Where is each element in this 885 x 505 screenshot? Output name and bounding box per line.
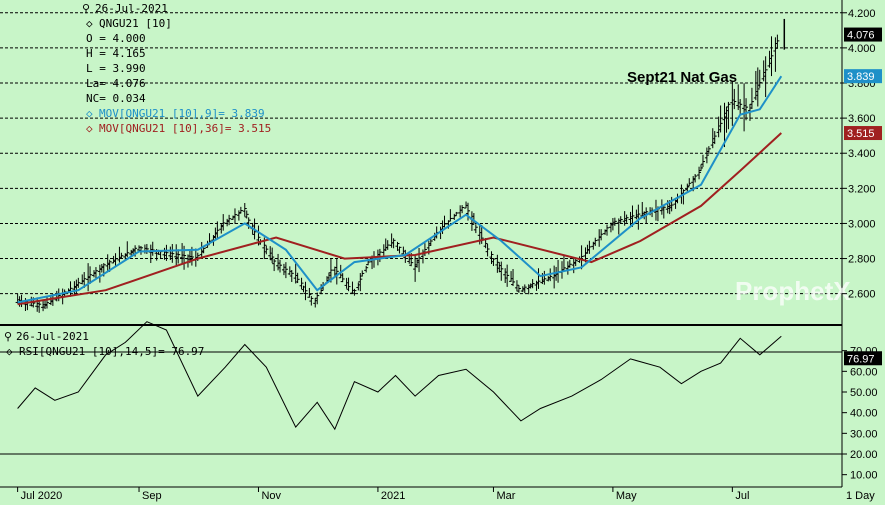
time-tick-label: 2021	[381, 490, 405, 502]
time-tick-label: Sep	[142, 490, 162, 502]
price-flag	[844, 69, 882, 84]
rsi-flag	[844, 351, 882, 366]
price-flag	[844, 27, 882, 42]
time-tick-label: May	[616, 490, 637, 502]
diamond-icon: ◇	[86, 17, 93, 30]
rsi-tick-label: 60.00	[850, 366, 878, 378]
chart-annotation: Sept21 Nat Gas	[627, 69, 737, 86]
header-open: O = 4.000	[86, 32, 146, 45]
rsi-label: RSI[QNGU21 [10],14,5]= 76.97	[19, 345, 204, 358]
rsi-magnifier-icon: ⚲	[4, 330, 12, 343]
header-last: La= 4.076	[86, 77, 146, 90]
magnifier-icon: ⚲	[82, 2, 90, 15]
header-high: H = 4.165	[86, 47, 146, 60]
ma9-diamond-icon: ◇	[86, 107, 93, 120]
timeframe-label: 1 Day	[846, 490, 875, 502]
price-flags: 4.076 3.839 3.515 76.97	[844, 27, 882, 366]
price-axis: 4.2004.0003.8003.6003.4003.2003.0002.800…	[842, 8, 876, 301]
header-low: L = 3.990	[86, 62, 146, 75]
price-flag-label: 3.839	[847, 71, 875, 83]
price-tick-label: 3.400	[848, 148, 876, 160]
price-tick-label: 3.200	[848, 183, 876, 195]
header-net-change: NC= 0.034	[86, 92, 146, 105]
ma9-line	[17, 75, 783, 304]
time-tick-label: Jul	[735, 490, 749, 502]
time-tick-label: Mar	[496, 490, 515, 502]
rsi-tick-label: 50.00	[850, 387, 878, 399]
time-axis: Jul 2020 Sep Nov 2021 Mar May Jul	[17, 487, 749, 502]
price-tick-label: 2.600	[848, 289, 876, 301]
price-tick-label: 4.000	[848, 43, 876, 55]
price-grid	[0, 12, 842, 295]
price-flag-label: 3.515	[847, 128, 875, 140]
ma9-label: MOV[QNGU21 [10],9]= 3.839	[99, 107, 265, 120]
price-flag	[844, 126, 882, 141]
rsi-grid	[0, 351, 842, 455]
price-tick-label: 4.200	[848, 8, 876, 20]
price-flag-label: 4.076	[847, 30, 875, 42]
watermark: ProphetX	[735, 276, 851, 306]
time-tick-label: Nov	[261, 490, 281, 502]
price-tick-label: 2.800	[848, 254, 876, 266]
rsi-flag-label: 76.97	[847, 353, 875, 365]
rsi-tick-label: 40.00	[850, 408, 878, 420]
rsi-date: 26-Jul-2021	[16, 330, 89, 343]
rsi-info: ⚲ 26-Jul-2021 ◇ RSI[QNGU21 [10],14,5]= 7…	[4, 330, 204, 358]
price-tick-label: 3.600	[848, 113, 876, 125]
rsi-tick-label: 30.00	[850, 428, 878, 440]
time-tick-label: Jul 2020	[21, 490, 63, 502]
rsi-tick-label: 20.00	[850, 449, 878, 461]
price-tick-label: 3.000	[848, 218, 876, 230]
rsi-diamond-icon: ◇	[6, 345, 13, 358]
ma36-line	[17, 132, 782, 306]
header-symbol: QNGU21 [10]	[99, 17, 172, 30]
ma36-diamond-icon: ◇	[86, 122, 93, 135]
rsi-tick-label: 10.00	[850, 470, 878, 482]
ma36-label: MOV[QNGU21 [10],36]= 3.515	[99, 122, 271, 135]
info-box: ⚲ 26-Jul-2021 ◇ QNGU21 [10] O = 4.000 H …	[82, 2, 271, 135]
header-date: 26-Jul-2021	[95, 2, 168, 15]
rsi-line	[17, 321, 782, 431]
